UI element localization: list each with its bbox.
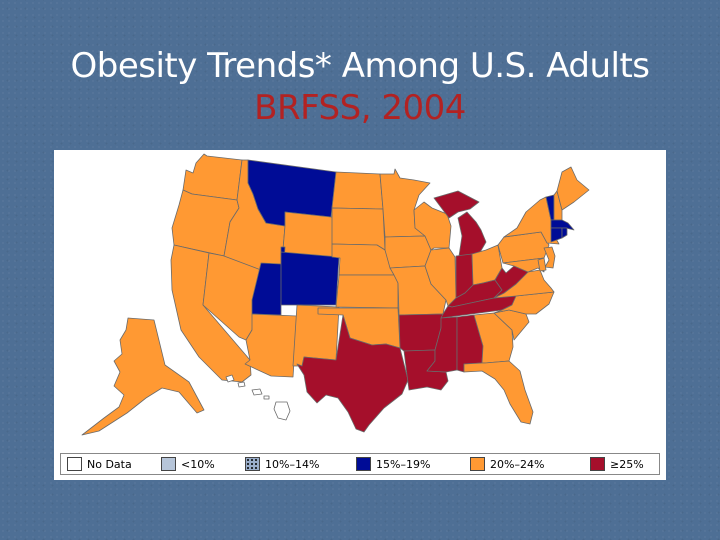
legend-label: 15%–19%: [376, 458, 431, 471]
state-MI: [433, 190, 487, 257]
legend-swatch: [356, 457, 371, 471]
legend-swatch: [470, 457, 485, 471]
state-IA: [384, 235, 432, 269]
legend-label: 20%–24%: [490, 458, 545, 471]
legend-label: <10%: [181, 458, 215, 471]
map-legend: No Data <10% 10%–14% 15%–19% 20%–24% ≥25%: [60, 453, 660, 475]
state-NH: [553, 190, 563, 221]
state-CT: [550, 227, 563, 243]
legend-label: 10%–14%: [265, 458, 320, 471]
legend-label: No Data: [87, 458, 132, 471]
state-AK: [81, 317, 205, 436]
state-ME: [556, 166, 590, 211]
state-DE: [537, 257, 547, 272]
slide-subtitle: BRFSS, 2004: [254, 88, 466, 128]
state-WV: [493, 265, 529, 299]
obesity-map-panel: No Data <10% 10%–14% 15%–19% 20%–24% ≥25%: [54, 150, 666, 480]
state-FL: [463, 360, 534, 425]
state-SD: [331, 207, 386, 251]
legend-swatch: [245, 457, 260, 471]
state-ND: [331, 171, 384, 210]
state-HI: [225, 374, 291, 421]
state-MD: [502, 257, 545, 273]
state-AZ: [244, 313, 298, 378]
legend-label: ≥25%: [610, 458, 644, 471]
state-NC: [493, 291, 555, 315]
state-WA: [182, 153, 243, 201]
state-TX: [296, 314, 409, 433]
state-KS: [335, 274, 399, 309]
legend-swatch: [161, 457, 176, 471]
us-map: [81, 153, 590, 436]
state-CO: [280, 251, 340, 306]
legend-swatch: [590, 457, 605, 471]
legend-swatch: [67, 457, 82, 471]
state-NJ: [543, 246, 556, 269]
slide-title: Obesity Trends* Among U.S. Adults: [70, 46, 650, 86]
state-RI: [561, 227, 568, 239]
